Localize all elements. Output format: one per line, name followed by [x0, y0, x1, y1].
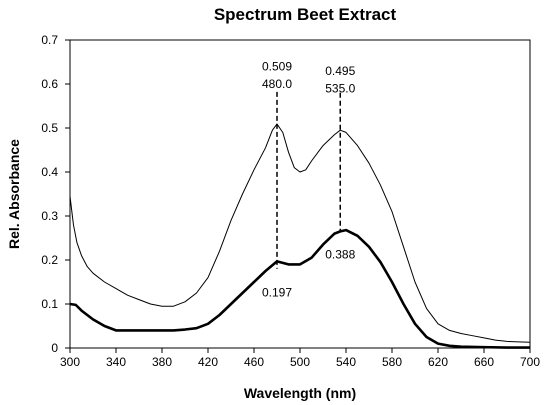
peak-markers — [276, 91, 341, 269]
y-axis-label: Rel. Absorbance — [6, 139, 22, 249]
data-annotation: 0.509 — [262, 59, 292, 73]
x-tick-label: 500 — [290, 355, 310, 369]
x-tick-label: 300 — [60, 355, 80, 369]
x-tick-label: 700 — [520, 355, 540, 369]
x-axis-label: Wavelength (nm) — [244, 385, 356, 401]
data-annotation: 480.0 — [262, 77, 292, 91]
y-tick-label: 0.6 — [41, 77, 58, 91]
x-axis: 300 340 380 420 460 500 540 580 620 660 700 — [60, 348, 540, 369]
y-tick-label: 0.5 — [41, 121, 58, 135]
series-line-thick — [69, 228, 530, 349]
y-tick-label: 0.4 — [41, 165, 58, 179]
x-tick-label: 620 — [428, 355, 448, 369]
x-tick-label: 580 — [382, 355, 402, 369]
x-tick-label: 540 — [336, 355, 356, 369]
x-tick-label: 420 — [198, 355, 218, 369]
y-tick-label: 0.3 — [41, 209, 58, 223]
data-annotation: 535.0 — [325, 81, 355, 95]
y-tick-label: 0.7 — [41, 33, 58, 47]
plot-area — [69, 39, 531, 349]
y-tick-label: 0 — [51, 341, 58, 355]
annotations: 0.509 480.0 0.495 535.0 0.197 0.388 — [262, 59, 356, 299]
x-tick-label: 380 — [152, 355, 172, 369]
y-axis: 0 0.1 0.2 0.3 0.4 0.5 0.6 0.7 — [41, 33, 70, 355]
chart-title: Spectrum Beet Extract — [214, 5, 397, 24]
x-tick-label: 340 — [106, 355, 126, 369]
x-tick-label: 660 — [474, 355, 494, 369]
y-tick-label: 0.2 — [41, 253, 58, 267]
plot-frame — [69, 39, 531, 349]
series-lines — [69, 123, 531, 349]
data-annotation: 0.495 — [325, 64, 355, 78]
data-annotation: 0.388 — [325, 248, 355, 262]
x-tick-label: 460 — [244, 355, 264, 369]
y-tick-label: 0.1 — [41, 297, 58, 311]
series-line-thin — [69, 123, 531, 343]
data-annotation: 0.197 — [262, 286, 292, 300]
